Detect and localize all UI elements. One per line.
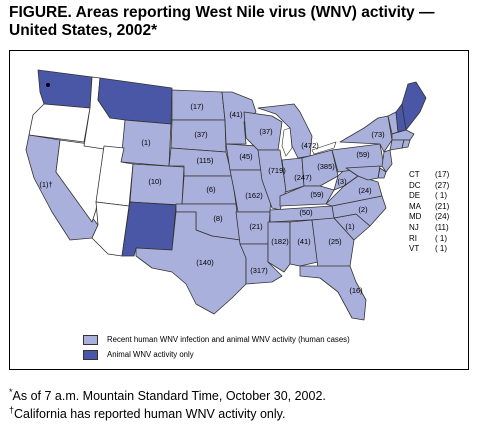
label-mo: (162) (245, 191, 263, 200)
label-in: (247) (294, 173, 312, 182)
label-ms: (182) (271, 237, 289, 246)
label-pa: (59) (356, 150, 370, 159)
label-ar: (21) (249, 222, 263, 231)
label-ca: (1)† (39, 180, 52, 189)
label-tn: (50) (299, 208, 313, 217)
small-state-row: DE ( 1) (409, 191, 466, 202)
state-nj (381, 149, 393, 173)
state-fl (299, 265, 367, 321)
figure-title: FIGURE. Areas reporting West Nile virus … (9, 4, 435, 39)
small-state-row: MA (21) (409, 202, 466, 213)
small-state-abbr: DE (409, 191, 421, 201)
label-ok: (8) (213, 214, 223, 223)
label-ks: (6) (206, 185, 216, 194)
state-az (91, 201, 130, 257)
state-md (345, 165, 381, 181)
map-frame (9, 50, 469, 370)
state-al (289, 219, 319, 267)
label-nc: (2) (358, 205, 368, 214)
label-ky: (59) (310, 190, 324, 199)
state-nm (121, 201, 177, 257)
state-ct (389, 139, 405, 151)
small-state-count: (21) (435, 201, 450, 211)
state-or (28, 103, 91, 143)
label-nd: (17) (190, 102, 204, 111)
label-al: (41) (297, 237, 311, 246)
legend-item-animal: Animal WNV activity only (83, 348, 350, 361)
small-state-abbr: RI (409, 233, 417, 243)
footnote-california: †California has reported human WNV activ… (9, 405, 286, 422)
small-state-count: ( 1) (435, 244, 447, 254)
label-co: (10) (148, 177, 162, 186)
footnotes: *As of 7 a.m. Mountain Standard Time, Oc… (9, 385, 326, 421)
small-state-count: (24) (435, 212, 450, 222)
legend-swatch-animal (83, 349, 98, 360)
small-state-row: RI ( 1) (409, 234, 466, 245)
state-ga (311, 217, 355, 269)
footnote-date: *As of 7 a.m. Mountain Standard Time, Oc… (9, 387, 326, 404)
small-state-abbr: MA (409, 201, 421, 211)
label-mn: (41) (229, 110, 243, 119)
label-ny: (73) (371, 130, 385, 139)
label-la: (317) (250, 266, 268, 275)
state-me (401, 81, 427, 131)
small-state-row: MD (24) (409, 212, 466, 223)
small-state-abbr: NJ (409, 222, 419, 232)
lake-michigan (281, 127, 293, 157)
legend-swatch-human (83, 334, 98, 345)
state-mn (221, 91, 257, 145)
small-state-row: NJ (11) (409, 223, 466, 234)
label-ga: (25) (328, 237, 342, 246)
state-mt (97, 77, 173, 125)
state-ny (339, 115, 393, 153)
legend-label-human: Recent human WNV infection and animal WN… (107, 335, 350, 344)
small-state-abbr: CT (409, 170, 420, 179)
label-va: (24) (358, 186, 372, 195)
small-state-abbr: VT (409, 244, 420, 254)
small-state-count: (11) (435, 222, 449, 232)
small-state-count: ( 1) (435, 233, 447, 243)
small-state-abbr: DC (409, 180, 421, 190)
label-wi: (37) (259, 127, 273, 136)
state-ms (267, 221, 291, 273)
small-state-row: DC (27) (409, 181, 466, 192)
label-sd: (37) (194, 130, 208, 139)
small-state-count: (17) (435, 170, 450, 179)
label-il: (719) (268, 166, 286, 175)
label-ia: (45) (239, 152, 253, 161)
small-state-abbr: MD (409, 212, 422, 222)
small-state-count: ( 1) (435, 191, 447, 201)
label-oh: (385) (317, 162, 335, 171)
legend: Recent human WNV infection and animal WN… (83, 333, 350, 363)
small-state-counts: CT (17) DC (27) DE ( 1) MA (21) MD (24) NJ (11) RI ( … (409, 170, 466, 255)
small-state-row: VT ( 1) (409, 244, 466, 255)
city-dot (46, 83, 50, 87)
small-state-count: (27) (435, 180, 450, 190)
label-tx: (140) (196, 258, 214, 267)
label-sc: (1) (345, 222, 355, 231)
legend-item-human: Recent human WNV infection and animal WN… (83, 333, 350, 346)
label-wy: (1) (141, 138, 151, 147)
label-mi: (472) (301, 141, 319, 150)
label-wv: (3) (337, 177, 347, 186)
state-ri (401, 139, 411, 149)
label-fl: (16) (349, 286, 363, 295)
state-ma (391, 129, 415, 141)
small-state-row: CT (17) (409, 170, 466, 181)
label-ne: (115) (197, 156, 214, 165)
state-oh (301, 149, 339, 187)
legend-label-animal: Animal WNV activity only (107, 350, 194, 359)
state-wa (37, 69, 93, 109)
lake-erie (311, 141, 337, 155)
state-tx (135, 211, 247, 315)
